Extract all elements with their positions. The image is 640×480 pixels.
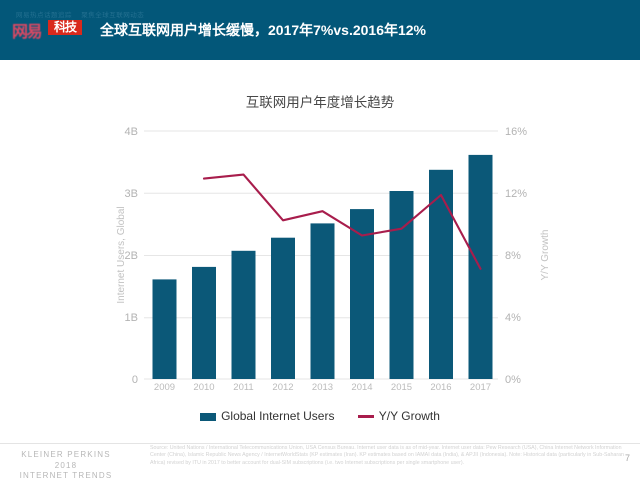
svg-text:2011: 2011 xyxy=(233,382,253,393)
svg-text:2016: 2016 xyxy=(430,382,451,393)
svg-text:8%: 8% xyxy=(505,250,521,262)
svg-text:2012: 2012 xyxy=(272,382,293,393)
svg-text:4B: 4B xyxy=(125,126,138,138)
svg-text:Internet Users, Global: Internet Users, Global xyxy=(116,206,127,303)
svg-text:0: 0 xyxy=(132,374,138,386)
svg-text:12%: 12% xyxy=(505,188,527,200)
svg-text:1B: 1B xyxy=(125,312,138,324)
svg-text:4%: 4% xyxy=(505,312,521,324)
svg-text:Y/Y Growth: Y/Y Growth xyxy=(540,230,551,281)
svg-text:2017: 2017 xyxy=(470,382,491,393)
svg-text:3B: 3B xyxy=(125,188,138,200)
svg-text:2014: 2014 xyxy=(351,382,372,393)
svg-text:2010: 2010 xyxy=(193,382,214,393)
svg-text:2009: 2009 xyxy=(154,382,175,393)
svg-text:2013: 2013 xyxy=(312,382,333,393)
svg-text:0%: 0% xyxy=(505,374,521,386)
svg-text:16%: 16% xyxy=(505,126,527,138)
svg-text:2015: 2015 xyxy=(391,382,412,393)
